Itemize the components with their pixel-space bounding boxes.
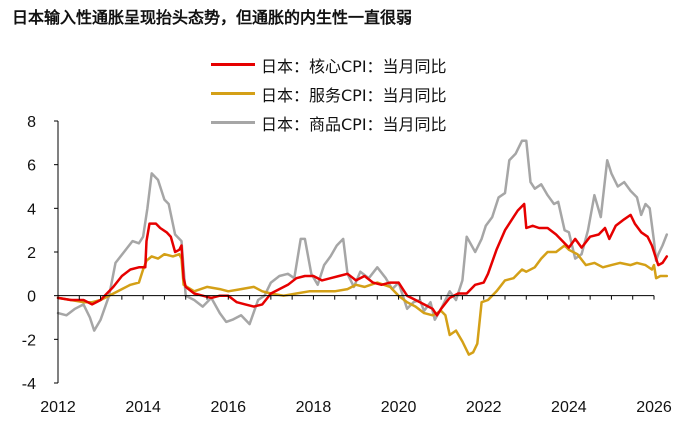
series-line-2 xyxy=(56,139,669,332)
y-tick-label-5: 6 xyxy=(27,158,36,175)
y-tick-label-3: 2 xyxy=(27,245,36,262)
y-tick-label-0: -4 xyxy=(22,376,36,393)
x-tick-label-5: 2022 xyxy=(466,399,502,416)
legend-label-core-cpi: 日本：核心CPI：当月同比 xyxy=(261,56,447,76)
legend-label-services-cpi: 日本：服务CPI：当月同比 xyxy=(261,85,447,105)
legend: 日本：核心CPI：当月同比 日本：服务CPI：当月同比 日本：商品CPI：当月同… xyxy=(211,50,447,137)
legend-item-core-cpi: 日本：核心CPI：当月同比 xyxy=(211,50,447,79)
x-tick-label-7: 2026 xyxy=(636,399,672,416)
y-tick-label-4: 4 xyxy=(27,201,36,218)
y-tick-label-1: -2 xyxy=(22,332,36,349)
x-tick-label-3: 2018 xyxy=(296,399,332,416)
series-layer xyxy=(56,139,669,356)
legend-swatch-core-cpi xyxy=(211,63,255,66)
series-line-1 xyxy=(56,244,669,356)
x-tick-label-0: 2012 xyxy=(40,399,76,416)
legend-swatch-services-cpi xyxy=(211,92,255,95)
x-tick-label-1: 2014 xyxy=(125,399,161,416)
y-tick-label-6: 8 xyxy=(27,114,36,131)
legend-label-goods-cpi: 日本：商品CPI：当月同比 xyxy=(261,114,447,134)
x-tick-label-2: 2016 xyxy=(210,399,246,416)
x-tick-label-4: 2020 xyxy=(381,399,417,416)
legend-item-services-cpi: 日本：服务CPI：当月同比 xyxy=(211,79,447,108)
y-tick-label-2: 0 xyxy=(27,289,36,306)
chart-title: 日本输入性通胀呈现抬头态势，但通胀的内生性一直很弱 xyxy=(12,8,413,27)
x-tick-label-6: 2024 xyxy=(551,399,587,416)
legend-swatch-goods-cpi xyxy=(211,121,255,124)
legend-item-goods-cpi: 日本：商品CPI：当月同比 xyxy=(211,108,447,137)
axes-layer: -4 -2 0 2 4 6 8 2012 2014 2016 2018 2020 2022 2024 202… xyxy=(22,114,672,416)
series-line-0 xyxy=(56,202,669,317)
